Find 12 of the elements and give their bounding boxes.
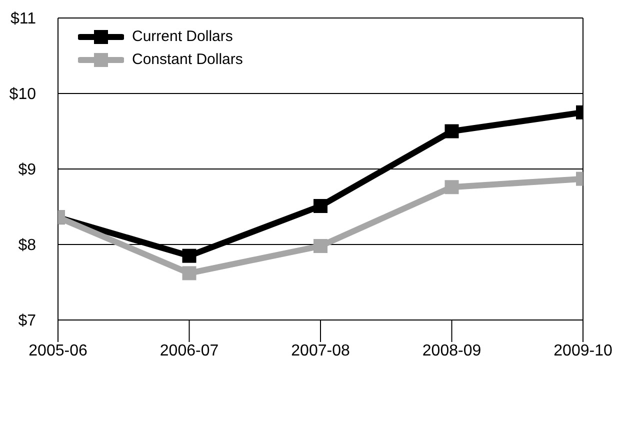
x-tick-label: 2005-06 [28, 342, 88, 360]
y-tick-label: $7 [18, 312, 36, 330]
legend-label: Current Dollars [132, 28, 233, 45]
x-tick-label: 2009-10 [554, 342, 612, 360]
y-tick-label: $10 [9, 86, 36, 104]
x-tick-label: 2008-09 [422, 342, 482, 360]
y-tick-label: $8 [18, 237, 36, 254]
x-tick-label: 2007-08 [291, 342, 350, 360]
x-tick-label: 2006-07 [160, 342, 219, 360]
legend-label: Constant Dollars [132, 51, 243, 68]
y-tick-label: $11 [10, 10, 36, 28]
y-tick-label: $9 [18, 162, 36, 179]
